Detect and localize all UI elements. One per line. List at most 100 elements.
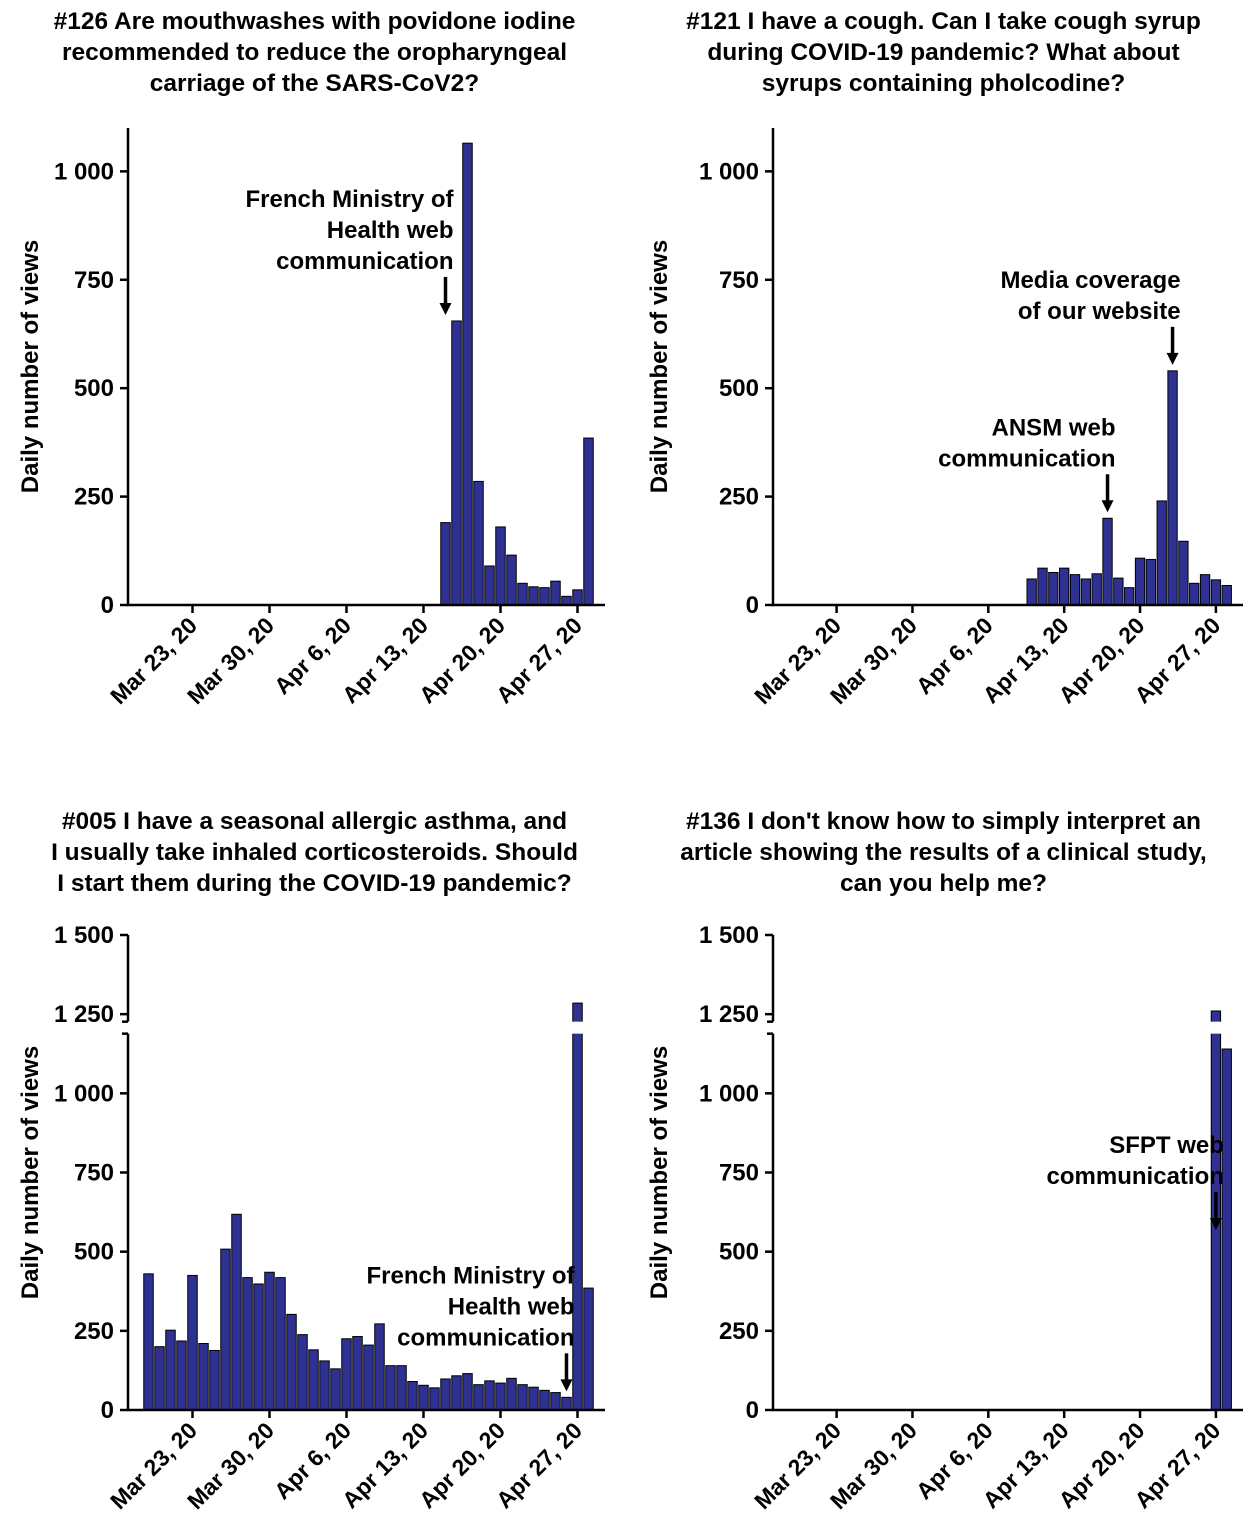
chart-title-line: can you help me? (840, 870, 1047, 897)
y-tick-label: 1 000 (699, 158, 759, 185)
bar (297, 1334, 308, 1411)
y-axis-label: Daily number of views (17, 240, 44, 493)
y-tick-label: 500 (719, 1239, 759, 1266)
y-tick-label: 1 000 (54, 1080, 114, 1107)
y-tick-label: 0 (746, 1397, 759, 1424)
annotation-arrowhead (1209, 1218, 1222, 1230)
bar (550, 580, 561, 606)
axis-break-gap (761, 1021, 1247, 1034)
bar (176, 1340, 187, 1411)
annotation-label: Media coverage (1000, 267, 1180, 294)
bar (341, 1338, 352, 1411)
bar (517, 582, 528, 606)
bar (253, 1283, 264, 1411)
bar (187, 1274, 198, 1411)
bar (451, 1375, 462, 1411)
bar (220, 1248, 231, 1411)
bar-series (1026, 370, 1232, 606)
bar (484, 565, 495, 606)
bar (1199, 574, 1211, 606)
annotation-label: communication (276, 248, 453, 275)
bar (429, 1387, 440, 1411)
y-axis-label: Daily number of views (646, 240, 673, 493)
y-tick-label: 500 (719, 375, 759, 402)
bar (1124, 587, 1135, 606)
y-axis-label: Daily number of views (646, 1046, 673, 1299)
bar (352, 1336, 363, 1411)
chart-title: #136 I don't know how to simply interpre… (629, 806, 1258, 899)
annotation-label: communication (938, 445, 1115, 472)
bar (165, 1329, 176, 1411)
bar (1178, 540, 1189, 606)
bar (462, 142, 473, 606)
y-tick-label: 500 (74, 1239, 114, 1266)
bar (275, 1277, 286, 1411)
bar (407, 1381, 418, 1411)
chart-title-line: recommended to reduce the oropharyngeal (61, 39, 568, 66)
chart-panel-005: #005 I have a seasonal allergic asthma, … (0, 766, 629, 1532)
bar (1221, 1048, 1232, 1411)
bar (440, 522, 451, 606)
y-tick-label: 250 (74, 1318, 114, 1345)
bar (1189, 582, 1200, 606)
bar (1156, 500, 1167, 606)
bar-series (143, 1002, 594, 1411)
bar (374, 1323, 385, 1411)
bar (495, 1382, 506, 1411)
axis-break-gap (116, 1021, 609, 1034)
bar (286, 1313, 297, 1411)
annotation-label: French Ministry of (366, 1262, 575, 1289)
bar (506, 1377, 517, 1411)
chart-title-line: syrups containing pholcodine? (761, 70, 1126, 97)
chart-title-line: #126 Are mouthwashes with povidone iodin… (53, 8, 576, 35)
bar (572, 589, 583, 606)
y-tick-label: 0 (746, 592, 759, 619)
chart-panel-136: #136 I don't know how to simply interpre… (629, 766, 1258, 1532)
chart-title-line: #121 I have a cough. Can I take cough sy… (686, 8, 1201, 35)
chart-title-line: I start them during the COVID-19 pandemi… (57, 870, 572, 897)
bar (231, 1213, 242, 1411)
bar-series (440, 142, 594, 606)
y-tick-label: 750 (719, 1160, 759, 1187)
bar (583, 1287, 594, 1411)
bar (539, 587, 550, 606)
bar (506, 554, 517, 606)
bar (440, 1378, 451, 1411)
bar (1210, 579, 1222, 606)
bar (154, 1346, 165, 1411)
y-axis-label: Daily number of views (17, 1046, 44, 1299)
bar (528, 586, 539, 606)
bar-chart-005: 0 250 500 750 1 000 1 250 1 500 Daily number of… (17, 922, 609, 1514)
annotation-arrowhead (1166, 352, 1179, 365)
annotation-arrowhead (439, 302, 452, 315)
chart-title-line: during COVID-19 pandemic? What about (707, 39, 1180, 66)
annotation-label: SFPT web (1109, 1132, 1224, 1159)
bar (1145, 558, 1157, 606)
bar (385, 1365, 396, 1411)
bar (561, 595, 572, 606)
bar (1037, 567, 1048, 606)
y-tick-label: 1 250 (699, 1001, 759, 1028)
bar (451, 320, 462, 606)
bar (308, 1349, 319, 1411)
annotation-label: of our website (1018, 298, 1181, 325)
chart-title: #126 Are mouthwashes with povidone iodin… (0, 6, 629, 99)
y-tick-label: 1 500 (54, 922, 114, 949)
bar (495, 526, 506, 606)
bar (1069, 574, 1081, 606)
bar (517, 1384, 528, 1411)
chart-title-line: #136 I don't know how to simply interpre… (686, 808, 1201, 835)
annotation-label: communication (1047, 1163, 1224, 1190)
bar (396, 1365, 407, 1411)
bar (1059, 567, 1070, 606)
y-tick-label: 250 (719, 484, 759, 511)
bar (1221, 584, 1232, 606)
annotation-label: French Ministry of (245, 186, 454, 213)
y-tick-label: 1 000 (699, 1080, 759, 1107)
bar (1102, 517, 1113, 606)
bar (198, 1343, 209, 1411)
bar (209, 1349, 220, 1411)
annotation-label: ANSM web (992, 414, 1116, 441)
annotation-arrowhead (1101, 500, 1114, 513)
